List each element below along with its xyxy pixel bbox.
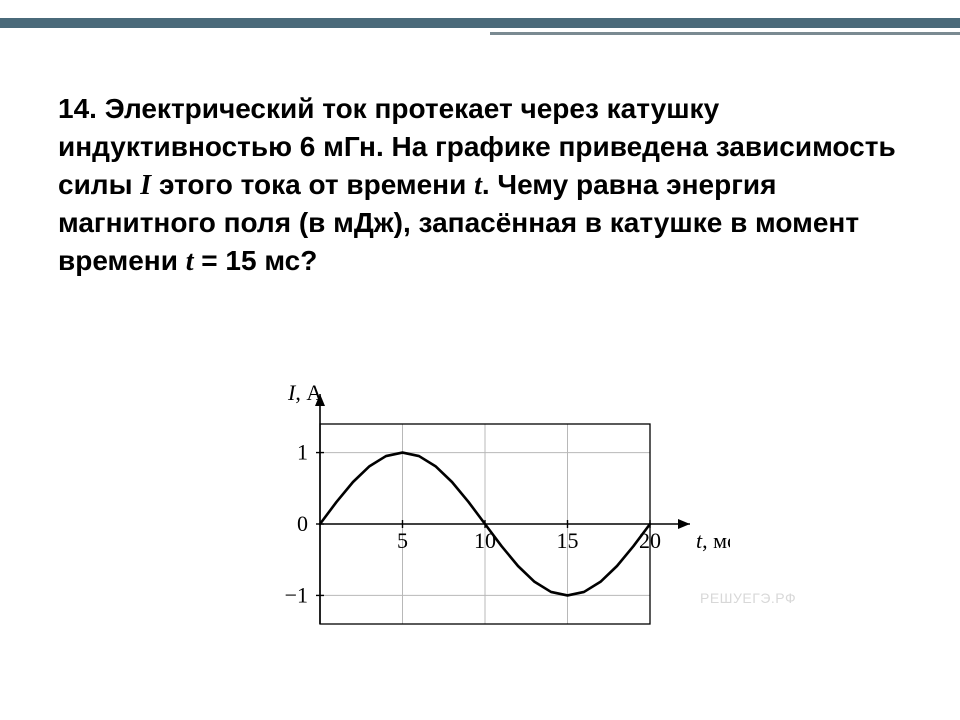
problem-part-2: этого тока от времени: [151, 169, 474, 200]
problem-text: 14. Электрический ток протекает через ка…: [58, 90, 908, 281]
svg-text:15: 15: [557, 528, 579, 553]
svg-text:1: 1: [297, 440, 308, 465]
svg-text:5: 5: [397, 528, 408, 553]
symbol-t-1: t: [474, 170, 482, 201]
problem-number: 14.: [58, 93, 97, 124]
svg-text:10: 10: [474, 528, 496, 553]
problem-part-4: = 15 мс?: [194, 245, 318, 276]
header-rule-bar: [0, 18, 960, 28]
chart-svg: 5 10 15 20 −1 0 1 I, А t, мс: [230, 380, 730, 680]
chart-container: 5 10 15 20 −1 0 1 I, А t, мс: [230, 380, 730, 680]
svg-text:20: 20: [639, 528, 661, 553]
header-rule: [0, 18, 960, 28]
svg-text:I, А: I, А: [287, 380, 322, 405]
watermark-text: РЕШУЕГЭ.РФ: [700, 590, 796, 606]
svg-text:t, мс: t, мс: [696, 528, 730, 553]
symbol-t-2: t: [186, 246, 194, 277]
header-rule-accent: [490, 32, 960, 35]
svg-text:−1: −1: [285, 582, 308, 607]
symbol-I: I: [140, 170, 151, 201]
svg-text:0: 0: [297, 511, 308, 536]
page: 14. Электрический ток протекает через ка…: [0, 0, 960, 720]
